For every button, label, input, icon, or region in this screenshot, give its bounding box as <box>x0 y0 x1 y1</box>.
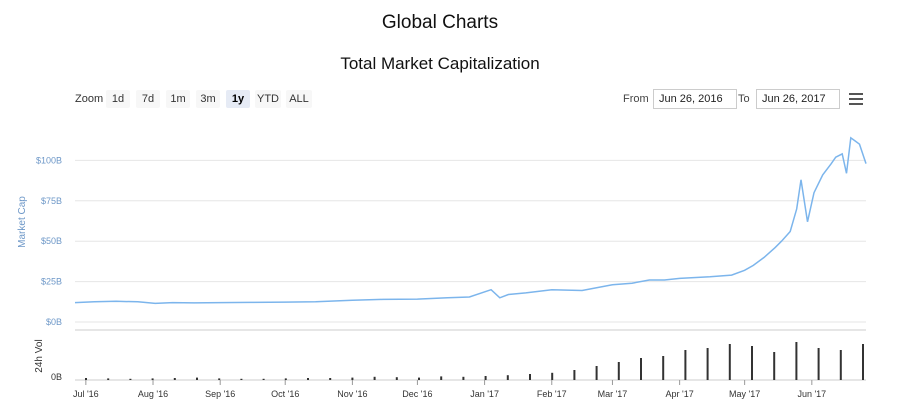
volume-bars <box>85 342 864 380</box>
x-tick-label: Apr '17 <box>666 389 694 399</box>
zoom-7d-button[interactable]: 7d <box>136 90 160 108</box>
x-tick-label: Oct '16 <box>271 389 299 399</box>
x-tick-label: Dec '16 <box>402 389 432 399</box>
volume-axis-title: 24h Vol <box>34 339 45 372</box>
volume-bar <box>817 348 820 380</box>
volume-bar <box>795 342 798 380</box>
zoom-1m-button[interactable]: 1m <box>166 90 190 108</box>
grid-lines <box>75 159 866 323</box>
x-tick-label: Jun '17 <box>797 389 826 399</box>
zoom-1d-button[interactable]: 1d <box>106 90 130 108</box>
volume-bar <box>173 378 176 380</box>
x-tick-label: Nov '16 <box>337 389 367 399</box>
zoom-1y-button[interactable]: 1y <box>226 90 250 108</box>
zoom-all-button[interactable]: ALL <box>286 90 312 108</box>
market-cap-line <box>74 136 867 305</box>
x-axis-ticks: Jul '16 Aug '16 Sep '16 Oct '16 Nov '16 Dec '… <box>73 380 826 399</box>
volume-bar <box>684 350 687 380</box>
volume-bar <box>662 356 665 380</box>
volume-bar <box>839 350 842 380</box>
zoom-label: Zoom <box>75 93 104 105</box>
volume-panel <box>75 329 866 381</box>
y-axis-ticks: $0B $25B $50B $75B $100B <box>36 155 62 327</box>
x-tick-label: Sep '16 <box>205 389 235 399</box>
volume-bar <box>440 376 443 380</box>
volume-bar <box>395 377 398 380</box>
volume-bar <box>307 378 309 380</box>
volume-bar <box>218 378 221 380</box>
x-tick-label: Jul '16 <box>73 389 99 399</box>
volume-bar <box>418 377 420 380</box>
volume-bar <box>862 344 864 380</box>
volume-bar <box>151 378 154 380</box>
to-label: To <box>738 93 750 105</box>
volume-bar <box>551 372 554 380</box>
volume-bar <box>506 375 509 380</box>
volume-bar <box>329 378 332 380</box>
y-tick-label: $50B <box>41 236 62 246</box>
volume-bar <box>240 378 243 380</box>
volume-bar <box>284 378 287 380</box>
from-date-input[interactable]: Jun 26, 2016 <box>653 89 737 109</box>
volume-bar <box>373 376 376 380</box>
volume-bar <box>85 378 87 380</box>
y-tick-label: $25B <box>41 277 62 287</box>
from-label: From <box>623 93 649 105</box>
volume-bar <box>484 376 487 380</box>
x-tick-label: Mar '17 <box>598 389 628 399</box>
x-tick-label: May '17 <box>729 389 760 399</box>
volume-bar <box>129 378 132 380</box>
volume-bar <box>728 344 731 380</box>
volume-bar <box>773 352 776 380</box>
page-title: Global Charts <box>381 12 499 33</box>
y-tick-label: $0B <box>46 317 62 327</box>
volume-bar <box>262 378 265 380</box>
y-axis-title: Market Cap <box>17 196 28 248</box>
volume-bar <box>573 370 576 380</box>
volume-bar <box>595 366 598 380</box>
chart-title: Total Market Capitalization <box>340 54 540 73</box>
volume-bar <box>617 362 620 380</box>
x-tick-label: Aug '16 <box>138 389 168 399</box>
volume-bar <box>351 377 354 380</box>
zoom-3m-button[interactable]: 3m <box>196 90 220 108</box>
to-date-input[interactable]: Jun 26, 2017 <box>756 89 840 109</box>
volume-bar <box>107 378 110 380</box>
y-tick-label: $75B <box>41 196 62 206</box>
zoom-ytd-button[interactable]: YTD <box>255 90 281 108</box>
x-tick-label: Jan '17 <box>470 389 499 399</box>
volume-bar <box>640 358 642 380</box>
volume-bar <box>751 346 753 380</box>
y-tick-label: $100B <box>36 155 62 165</box>
hamburger-menu-icon[interactable] <box>849 93 863 105</box>
volume-bar <box>529 374 531 380</box>
volume-bar <box>196 377 198 380</box>
x-tick-label: Feb '17 <box>537 389 567 399</box>
volume-bar <box>462 376 465 380</box>
volume-y-tick: 0B <box>51 372 62 382</box>
volume-bar <box>706 348 709 380</box>
